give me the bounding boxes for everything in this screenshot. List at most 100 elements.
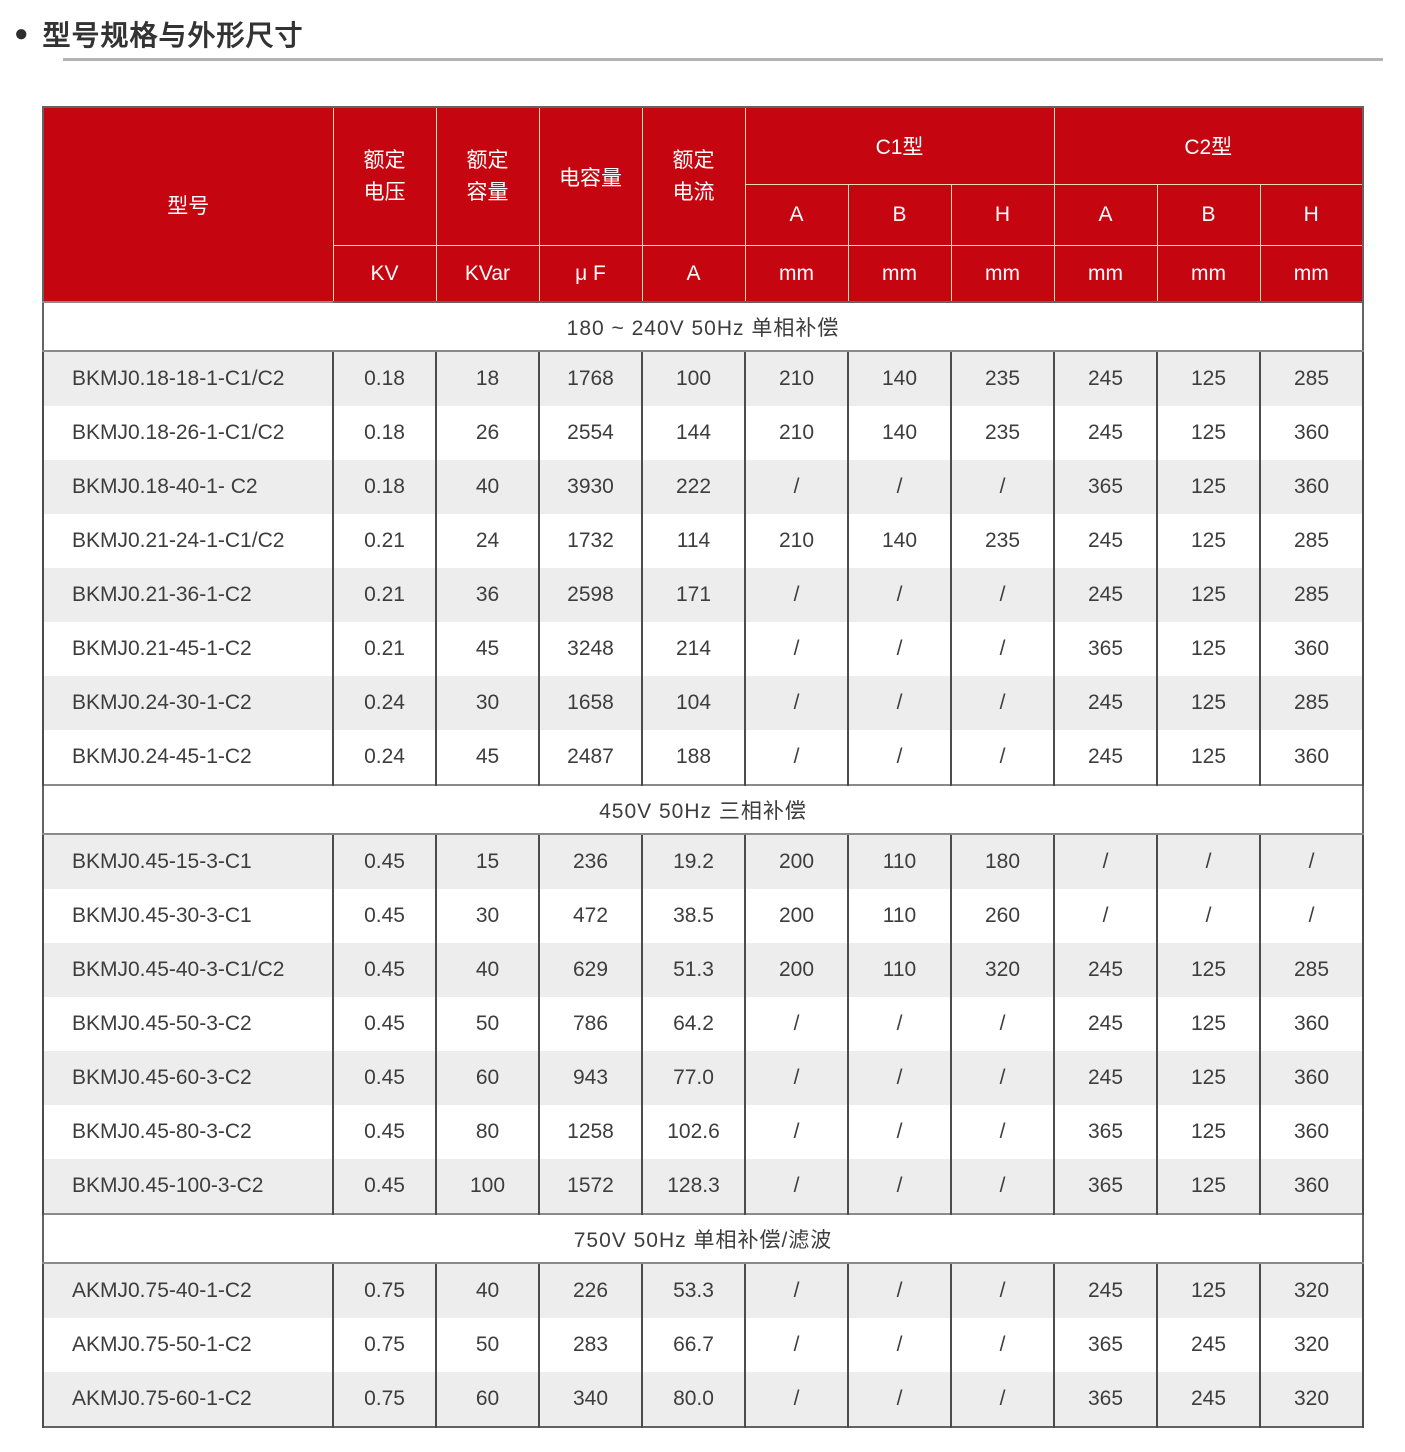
col-group-c1: C1型 bbox=[744, 106, 1055, 185]
value-cell: 114 bbox=[641, 514, 746, 568]
table-row: AKMJ0.75-40-1-C2 0.75 40 226 53.3///245 125 32… bbox=[42, 1263, 1365, 1318]
value-cell: 80 bbox=[435, 1105, 540, 1159]
unit-mm-1: mm bbox=[744, 245, 849, 303]
value-cell: 365 bbox=[1053, 460, 1159, 514]
model-cell: BKMJ0.21-36-1-C2 bbox=[42, 568, 334, 622]
value-cell: 53.3 bbox=[641, 1263, 746, 1318]
value-cell: 1658 bbox=[538, 676, 643, 730]
value-cell: 210 bbox=[744, 514, 849, 568]
value-cell: 60 bbox=[435, 1051, 540, 1105]
value-cell: 125 bbox=[1156, 351, 1262, 406]
value-cell: / bbox=[744, 730, 849, 785]
value-cell: / bbox=[847, 1318, 952, 1372]
value-cell: / bbox=[1156, 889, 1262, 943]
model-cell: BKMJ0.45-15-3-C1 bbox=[42, 834, 334, 889]
value-cell: 0.75 bbox=[332, 1263, 437, 1318]
table-row: BKMJ0.21-36-1-C2 0.21 36 2598 171///245 125 28… bbox=[42, 568, 1365, 622]
value-cell: 365 bbox=[1053, 1159, 1159, 1214]
value-cell: 30 bbox=[435, 889, 540, 943]
value-cell: / bbox=[949, 1372, 1056, 1427]
header-row-2: A B H A B H bbox=[43, 184, 1364, 246]
value-cell: 320 bbox=[1259, 1263, 1365, 1318]
unit-current: A bbox=[641, 245, 746, 303]
value-cell: 0.45 bbox=[332, 1105, 437, 1159]
spec-table: 型号 额定 电压 额定 容量 电容量 额定 电流 C1型 C2型 A B H A… bbox=[42, 106, 1365, 1428]
col-header-c1-a: A bbox=[744, 184, 849, 246]
value-cell: 2554 bbox=[538, 406, 643, 460]
value-cell: 360 bbox=[1259, 1051, 1365, 1105]
model-cell: BKMJ0.45-100-3-C2 bbox=[42, 1159, 334, 1214]
value-cell: 629 bbox=[538, 943, 643, 997]
title-underline bbox=[63, 58, 1383, 61]
value-cell: 30 bbox=[435, 676, 540, 730]
table-row: BKMJ0.45-60-3-C2 0.45 60 943 77.0///245 125 36… bbox=[42, 1051, 1365, 1105]
value-cell: 50 bbox=[435, 997, 540, 1051]
value-cell: / bbox=[847, 997, 952, 1051]
section-title: 750V 50Hz 单相补偿/滤波 bbox=[43, 1213, 1364, 1264]
value-cell: 236 bbox=[538, 834, 643, 889]
value-cell: 360 bbox=[1259, 730, 1365, 785]
value-cell: 51.3 bbox=[641, 943, 746, 997]
value-cell: 245 bbox=[1053, 943, 1159, 997]
model-cell: BKMJ0.45-60-3-C2 bbox=[42, 1051, 334, 1105]
value-cell: / bbox=[1053, 889, 1159, 943]
model-cell: AKMJ0.75-40-1-C2 bbox=[42, 1263, 334, 1318]
value-cell: / bbox=[847, 1105, 952, 1159]
col-header-c2-b: B bbox=[1156, 184, 1261, 246]
value-cell: 786 bbox=[538, 997, 643, 1051]
value-cell: 38.5 bbox=[641, 889, 746, 943]
unit-mm-4: mm bbox=[1053, 245, 1158, 303]
col-header-rated-current: 额定 电流 bbox=[641, 106, 746, 246]
value-cell: 40 bbox=[435, 1263, 540, 1318]
value-cell: / bbox=[744, 622, 849, 676]
value-cell: 100 bbox=[641, 351, 746, 406]
value-cell: / bbox=[744, 1051, 849, 1105]
model-cell: BKMJ0.18-18-1-C1/C2 bbox=[42, 351, 334, 406]
value-cell: 60 bbox=[435, 1372, 540, 1427]
value-cell: / bbox=[949, 1318, 1056, 1372]
value-cell: 245 bbox=[1053, 676, 1159, 730]
table-row: BKMJ0.21-24-1-C1/C2 0.21 24 1732 114 210 140 23… bbox=[42, 514, 1365, 568]
model-cell: BKMJ0.45-50-3-C2 bbox=[42, 997, 334, 1051]
value-cell: 140 bbox=[847, 514, 952, 568]
value-cell: 943 bbox=[538, 1051, 643, 1105]
value-cell: 365 bbox=[1053, 1318, 1159, 1372]
value-cell: 245 bbox=[1053, 730, 1159, 785]
value-cell: 125 bbox=[1156, 460, 1262, 514]
value-cell: 0.45 bbox=[332, 889, 437, 943]
value-cell: 245 bbox=[1156, 1372, 1262, 1427]
value-cell: / bbox=[847, 730, 952, 785]
section-header-row: 450V 50Hz 三相补偿 bbox=[43, 784, 1364, 835]
unit-mm-5: mm bbox=[1156, 245, 1261, 303]
value-cell: 64.2 bbox=[641, 997, 746, 1051]
model-cell: AKMJ0.75-50-1-C2 bbox=[42, 1318, 334, 1372]
value-cell: 200 bbox=[744, 943, 849, 997]
model-cell: BKMJ0.24-45-1-C2 bbox=[42, 730, 334, 785]
model-cell: AKMJ0.75-60-1-C2 bbox=[42, 1372, 334, 1427]
value-cell: 2487 bbox=[538, 730, 643, 785]
value-cell: 110 bbox=[847, 943, 952, 997]
value-cell: 125 bbox=[1156, 1159, 1262, 1214]
value-cell: / bbox=[1053, 834, 1159, 889]
value-cell: / bbox=[949, 997, 1056, 1051]
value-cell: / bbox=[744, 676, 849, 730]
value-cell: 285 bbox=[1259, 514, 1365, 568]
value-cell: 235 bbox=[949, 351, 1056, 406]
value-cell: 128.3 bbox=[641, 1159, 746, 1214]
model-cell: BKMJ0.18-26-1-C1/C2 bbox=[42, 406, 334, 460]
value-cell: 125 bbox=[1156, 997, 1262, 1051]
model-cell: BKMJ0.21-45-1-C2 bbox=[42, 622, 334, 676]
page-title: 型号规格与外形尺寸 bbox=[42, 20, 304, 51]
value-cell: / bbox=[847, 1372, 952, 1427]
col-header-rated-capacity: 额定 容量 bbox=[435, 106, 540, 246]
table-row: AKMJ0.75-60-1-C2 0.75 60 340 80.0///365 245 32… bbox=[42, 1372, 1365, 1427]
value-cell: 0.45 bbox=[332, 997, 437, 1051]
value-cell: / bbox=[949, 1051, 1056, 1105]
col-header-c2-h: H bbox=[1259, 184, 1364, 246]
section-title: 450V 50Hz 三相补偿 bbox=[43, 784, 1364, 835]
value-cell: 285 bbox=[1259, 676, 1365, 730]
value-cell: 0.18 bbox=[332, 351, 437, 406]
value-cell: 210 bbox=[744, 406, 849, 460]
value-cell: 200 bbox=[744, 889, 849, 943]
value-cell: 0.45 bbox=[332, 1159, 437, 1214]
